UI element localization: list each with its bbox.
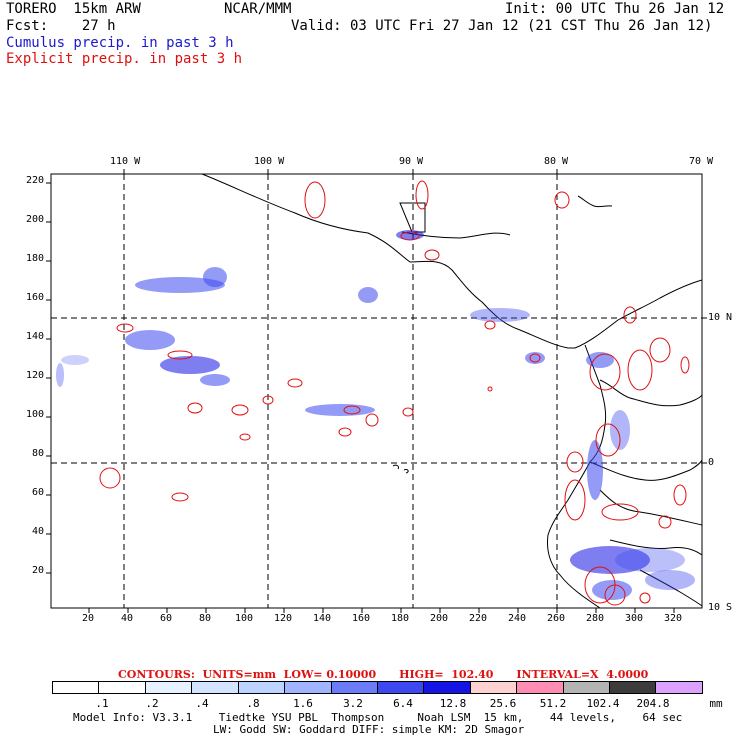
model-title: TORERO 15km ARW bbox=[6, 1, 141, 17]
lon-label-80w: 80 W bbox=[544, 156, 569, 167]
grid-x-label: 240 bbox=[508, 613, 527, 624]
grid-x-label: 120 bbox=[274, 613, 293, 624]
colorbar-swatch bbox=[145, 682, 193, 693]
lon-label-110w: 110 W bbox=[110, 156, 141, 167]
colorbar-swatch bbox=[377, 682, 425, 693]
coastlines bbox=[201, 173, 703, 609]
colorbar-swatch bbox=[53, 682, 100, 693]
colorbar-swatch bbox=[563, 682, 611, 693]
colorbar-label: .1 bbox=[95, 697, 109, 710]
colorbar-label: .8 bbox=[246, 697, 260, 710]
colorbar-swatch bbox=[238, 682, 286, 693]
lon-label-100w: 100 W bbox=[254, 156, 285, 167]
explicit-precip bbox=[99, 180, 690, 606]
colorbar-label: 102.4 bbox=[586, 697, 620, 710]
institution-label: NCAR/MMM bbox=[224, 1, 292, 17]
colorbar-label: 25.6 bbox=[489, 697, 517, 710]
colorbar-label: 51.2 bbox=[539, 697, 567, 710]
grid-y-label: 20 bbox=[32, 565, 45, 576]
colorbar-swatch bbox=[656, 682, 702, 693]
lon-label-70w: 70 W bbox=[689, 156, 714, 167]
grid-x-label: 140 bbox=[313, 613, 332, 624]
colorbar-swatch bbox=[192, 682, 239, 693]
lat-label-10n: 10 N bbox=[708, 312, 733, 323]
cumulus-field-label: Cumulus precip. in past 3 h bbox=[6, 35, 234, 51]
grid-y-label: 80 bbox=[32, 448, 45, 459]
grid-x-label: 280 bbox=[586, 613, 605, 624]
grid-y-label: 160 bbox=[26, 292, 45, 303]
graticule bbox=[51, 174, 702, 608]
grid-y-label: 60 bbox=[32, 487, 45, 498]
frame-ticks bbox=[46, 169, 707, 613]
colorbar-swatch bbox=[470, 682, 518, 693]
grid-x-label: 40 bbox=[121, 613, 134, 624]
grid-x-label: 160 bbox=[352, 613, 371, 624]
colorbar-label: .2 bbox=[145, 697, 159, 710]
colorbar-unit: mm bbox=[709, 697, 723, 710]
grid-y-label: 180 bbox=[26, 253, 45, 264]
grid-y-label: 100 bbox=[26, 409, 45, 420]
lat-label-10s: 10 S bbox=[708, 602, 733, 613]
colorbar-swatch bbox=[517, 682, 564, 693]
grid-x-label: 320 bbox=[664, 613, 683, 624]
init-time: Init: 00 UTC Thu 26 Jan 12 bbox=[505, 1, 725, 17]
grid-y-label: 140 bbox=[26, 331, 45, 342]
contours-info: CONTOURS: UNITS=mm LOW= 0.10000 HIGH= 10… bbox=[118, 668, 649, 681]
colorbar-label: 3.2 bbox=[343, 697, 363, 710]
colorbar-swatch bbox=[610, 682, 657, 693]
grid-x-label: 20 bbox=[82, 613, 95, 624]
grid-x-label: 200 bbox=[430, 613, 449, 624]
explicit-field-label: Explicit precip. in past 3 h bbox=[6, 51, 243, 67]
valid-time: Valid: 03 UTC Fri 27 Jan 12 (21 CST Thu … bbox=[291, 18, 713, 34]
colorbar-swatch bbox=[99, 682, 146, 693]
colorbar-label: .4 bbox=[195, 697, 209, 710]
colorbar-swatch bbox=[424, 682, 471, 693]
forecast-hour: Fcst: 27 h bbox=[6, 18, 116, 34]
grid-y-label: 120 bbox=[26, 370, 45, 381]
grid-y-label: 200 bbox=[26, 214, 45, 225]
colorbar bbox=[52, 681, 703, 694]
colorbar-swatch bbox=[331, 682, 378, 693]
grid-x-label: 80 bbox=[199, 613, 212, 624]
colorbar-swatch bbox=[285, 682, 332, 693]
grid-x-label: 100 bbox=[235, 613, 254, 624]
grid-x-label: 60 bbox=[160, 613, 173, 624]
grid-y-label: 40 bbox=[32, 526, 45, 537]
model-info: Model Info: V3.3.1 Tiedtke YSU PBL Thomp… bbox=[73, 711, 683, 724]
colorbar-label: 204.8 bbox=[636, 697, 670, 710]
grid-x-label: 220 bbox=[469, 613, 488, 624]
colorbar-label: 6.4 bbox=[393, 697, 413, 710]
grid-x-label: 180 bbox=[391, 613, 410, 624]
cumulus-precip bbox=[56, 230, 695, 600]
grid-y-label: 220 bbox=[26, 175, 45, 186]
colorbar-label: 1.6 bbox=[293, 697, 313, 710]
physics-info: LW: Godd SW: Goddard DIFF: simple KM: 2D… bbox=[213, 723, 525, 736]
grid-x-label: 260 bbox=[547, 613, 566, 624]
lon-label-90w: 90 W bbox=[399, 156, 424, 167]
grid-x-label: 300 bbox=[625, 613, 644, 624]
colorbar-label: 12.8 bbox=[439, 697, 467, 710]
lat-label-0: 0 bbox=[708, 457, 715, 468]
map-frame bbox=[50, 173, 703, 609]
